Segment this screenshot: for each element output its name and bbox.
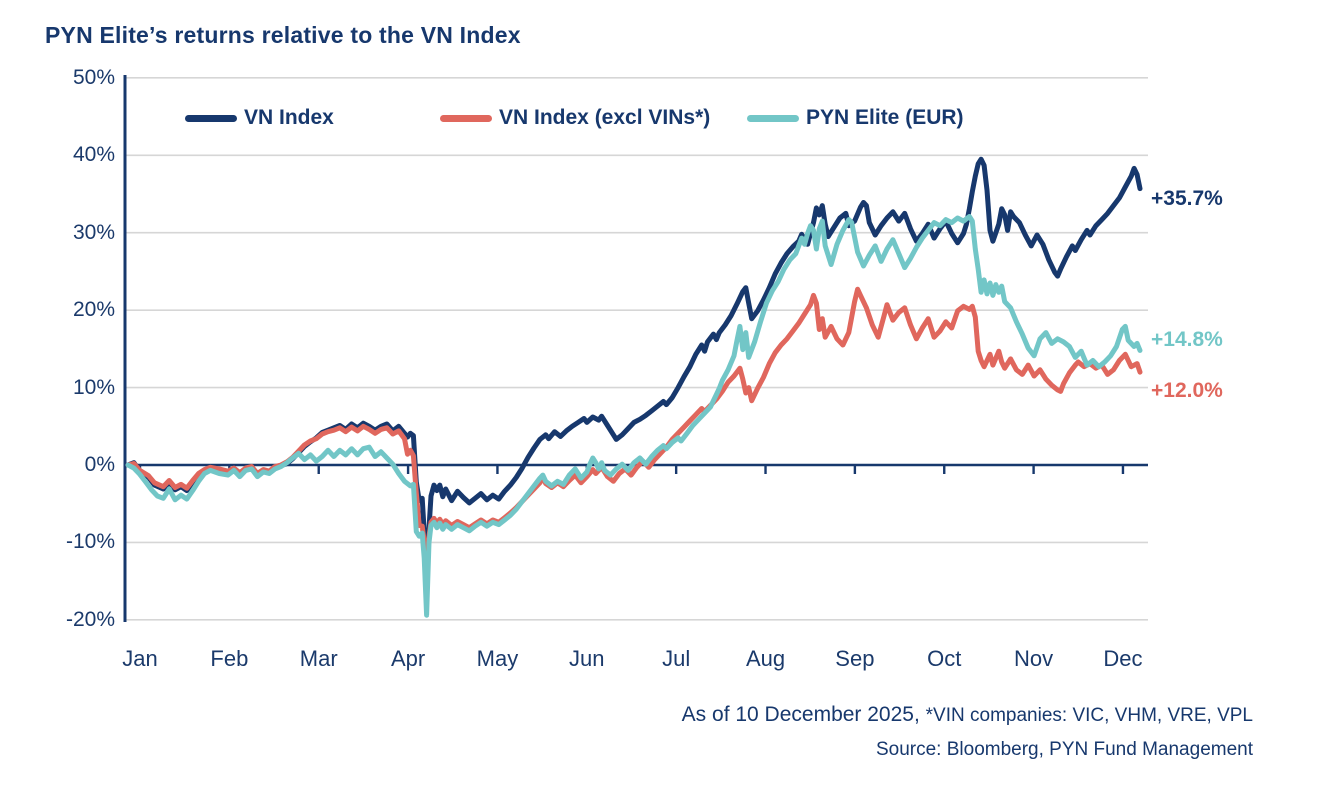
x-axis-month-label: Nov xyxy=(1014,646,1054,671)
legend-line-swatch xyxy=(185,114,237,122)
legend-label: VN Index xyxy=(244,106,334,129)
x-axis-month-label: Sep xyxy=(835,646,875,671)
series-end-label-3: +14.8% xyxy=(1151,328,1223,352)
legend-item-1: VN Index xyxy=(185,106,334,130)
chart-footnote: As of 10 December 2025, *VIN companies: … xyxy=(682,703,1253,761)
footnote-line-1: As of 10 December 2025, *VIN companies: … xyxy=(682,703,1253,727)
y-axis-tick-label: 0% xyxy=(84,453,115,476)
y-axis-tick-label: 20% xyxy=(72,298,115,322)
page-title: PYN Elite’s returns relative to the VN I… xyxy=(45,22,521,48)
series-line-pyn-elite-eur xyxy=(125,214,1143,618)
y-axis-tick-label: -20% xyxy=(65,607,115,631)
x-axis-month-label: Aug xyxy=(745,646,786,671)
legend-item-2: VN Index (excl VINs*) xyxy=(440,106,710,130)
series-line-vn-index-excl-vins xyxy=(125,286,1143,576)
legend-line-swatch xyxy=(747,114,799,122)
y-axis-tick-label: -10% xyxy=(65,530,115,554)
x-axis-month-label: Jan xyxy=(122,646,158,671)
y-axis-tick-label: 50% xyxy=(72,65,115,89)
x-axis-month-label: Jul xyxy=(662,646,691,671)
x-axis-month-label: Feb xyxy=(210,646,249,671)
x-axis-month-label: Oct xyxy=(927,646,962,671)
footnote-line-2: Source: Bloomberg, PYN Fund Management xyxy=(682,727,1253,761)
y-axis-tick-label: 30% xyxy=(72,220,115,244)
y-axis-tick-label: 40% xyxy=(72,143,115,167)
series-line-vn-index xyxy=(125,156,1143,573)
x-axis-month-label: Apr xyxy=(390,646,426,671)
x-axis-month-label: May xyxy=(476,646,519,671)
legend-label: PYN Elite (EUR) xyxy=(806,106,964,129)
y-axis-tick-label: 10% xyxy=(72,375,115,399)
legend-line-swatch xyxy=(440,114,492,122)
series-end-label-1: +35.7% xyxy=(1151,186,1223,210)
series-end-label-2: +12.0% xyxy=(1151,379,1223,403)
legend-label: VN Index (excl VINs*) xyxy=(499,106,711,129)
x-axis-month-label: Jun xyxy=(569,646,605,671)
vin-companies-note: *VIN companies: VIC, VHM, VRE, VPL xyxy=(925,705,1253,726)
x-axis-month-label: Dec xyxy=(1103,646,1143,671)
legend-item-3: PYN Elite (EUR) xyxy=(747,106,964,130)
source-text: Source: Bloomberg, PYN Fund Management xyxy=(875,739,1253,760)
as-of-date-text: As of 10 December 2025, xyxy=(681,703,926,726)
x-axis-month-label: Mar xyxy=(299,646,338,671)
